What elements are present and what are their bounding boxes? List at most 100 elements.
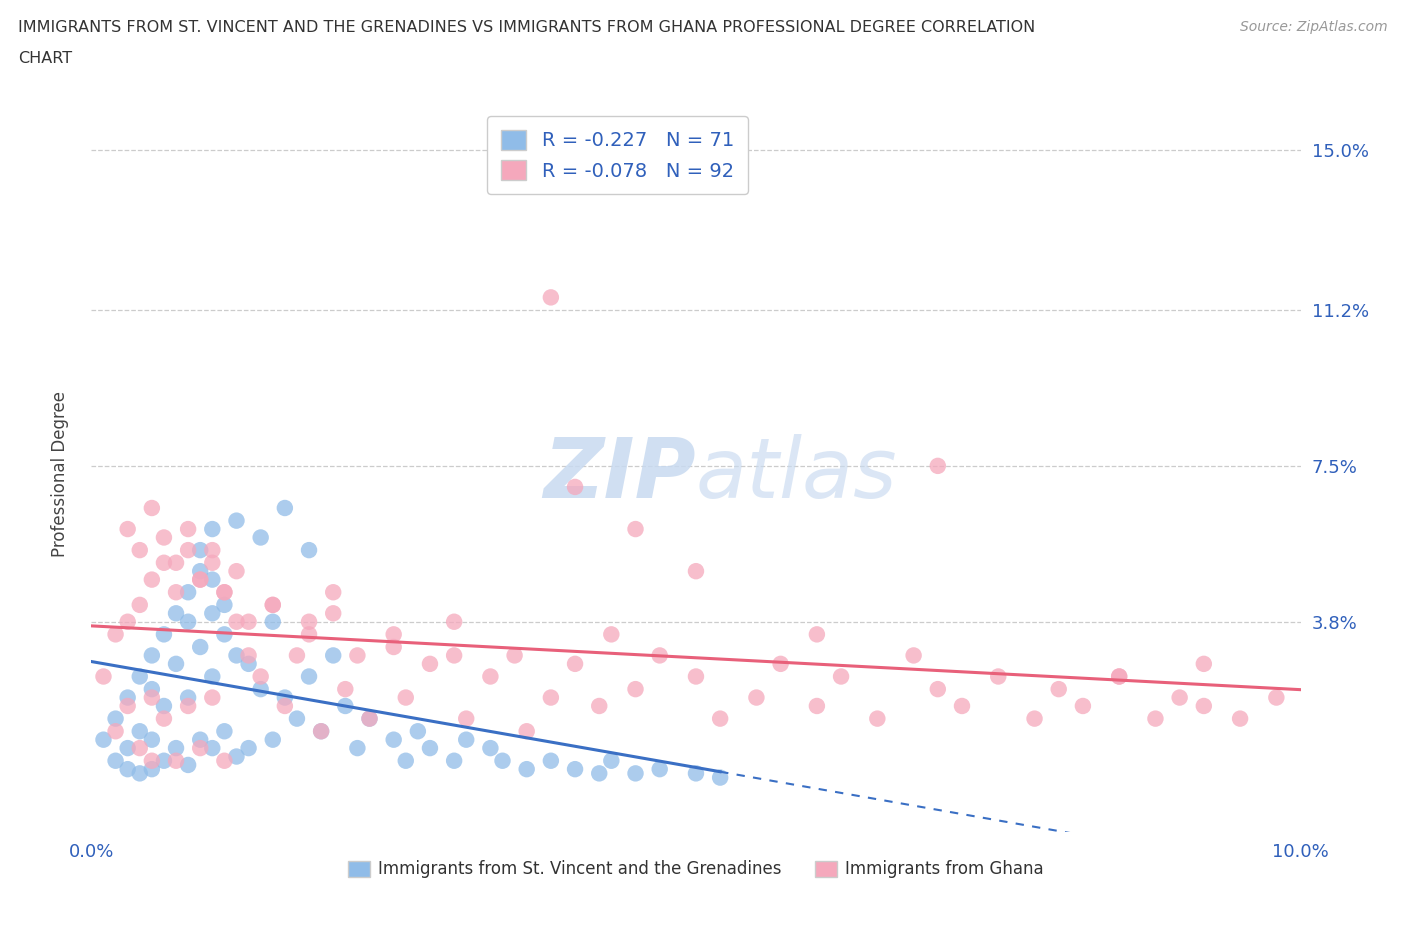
Point: [141, 648, 163, 663]
Point: [443, 648, 465, 663]
Point: [117, 615, 139, 630]
Point: [600, 627, 623, 642]
Point: [419, 740, 441, 755]
Point: [685, 564, 707, 578]
Point: [238, 657, 260, 671]
Point: [745, 690, 768, 705]
Point: [141, 762, 163, 777]
Point: [274, 698, 297, 713]
Point: [322, 585, 344, 600]
Point: [1024, 711, 1046, 726]
Point: [624, 682, 647, 697]
Point: [1108, 669, 1130, 684]
Point: [128, 766, 150, 781]
Point: [309, 724, 332, 738]
Point: [322, 648, 344, 663]
Point: [1047, 682, 1070, 697]
Point: [104, 627, 127, 642]
Point: [188, 572, 211, 587]
Point: [177, 690, 200, 705]
Point: [262, 615, 284, 630]
Point: [1229, 711, 1251, 726]
Point: [262, 597, 284, 612]
Point: [987, 669, 1010, 684]
Point: [588, 766, 610, 781]
Point: [93, 732, 115, 747]
Point: [177, 585, 200, 600]
Y-axis label: Professional Degree: Professional Degree: [51, 392, 69, 557]
Point: [359, 711, 381, 726]
Point: [274, 500, 297, 515]
Point: [141, 753, 163, 768]
Point: [201, 690, 224, 705]
Point: [564, 657, 586, 671]
Text: CHART: CHART: [18, 51, 72, 66]
Point: [153, 711, 176, 726]
Point: [188, 740, 211, 755]
Point: [479, 669, 502, 684]
Point: [117, 690, 139, 705]
Point: [117, 522, 139, 537]
Point: [177, 615, 200, 630]
Point: [346, 648, 368, 663]
Point: [177, 758, 200, 773]
Point: [298, 543, 321, 558]
Point: [201, 669, 224, 684]
Point: [165, 585, 187, 600]
Point: [214, 724, 236, 738]
Point: [564, 762, 586, 777]
Point: [285, 648, 308, 663]
Point: [201, 740, 224, 755]
Point: [177, 698, 200, 713]
Point: [806, 627, 828, 642]
Point: [866, 711, 889, 726]
Point: [201, 555, 224, 570]
Point: [201, 522, 224, 537]
Point: [117, 698, 139, 713]
Point: [624, 522, 647, 537]
Point: [274, 690, 297, 705]
Point: [188, 564, 211, 578]
Point: [128, 669, 150, 684]
Point: [456, 732, 478, 747]
Point: [1144, 711, 1167, 726]
Point: [238, 648, 260, 663]
Point: [309, 724, 332, 738]
Point: [709, 711, 731, 726]
Point: [188, 572, 211, 587]
Point: [322, 605, 344, 620]
Point: [564, 480, 586, 495]
Point: [685, 669, 707, 684]
Point: [443, 753, 465, 768]
Point: [153, 555, 176, 570]
Point: [153, 530, 176, 545]
Point: [395, 690, 418, 705]
Point: [419, 657, 441, 671]
Point: [516, 762, 538, 777]
Point: [298, 615, 321, 630]
Point: [214, 585, 236, 600]
Point: [238, 740, 260, 755]
Point: [624, 766, 647, 781]
Point: [214, 585, 236, 600]
Point: [117, 740, 139, 755]
Point: [225, 648, 247, 663]
Point: [927, 458, 949, 473]
Point: [201, 543, 224, 558]
Point: [93, 669, 115, 684]
Point: [1192, 657, 1215, 671]
Point: [249, 682, 271, 697]
Point: [225, 513, 247, 528]
Point: [201, 572, 224, 587]
Point: [600, 753, 623, 768]
Point: [806, 698, 828, 713]
Point: [491, 753, 513, 768]
Text: atlas: atlas: [696, 433, 897, 515]
Point: [382, 640, 405, 655]
Point: [1265, 690, 1288, 705]
Point: [395, 753, 418, 768]
Point: [117, 762, 139, 777]
Point: [479, 740, 502, 755]
Point: [153, 753, 176, 768]
Point: [1192, 698, 1215, 713]
